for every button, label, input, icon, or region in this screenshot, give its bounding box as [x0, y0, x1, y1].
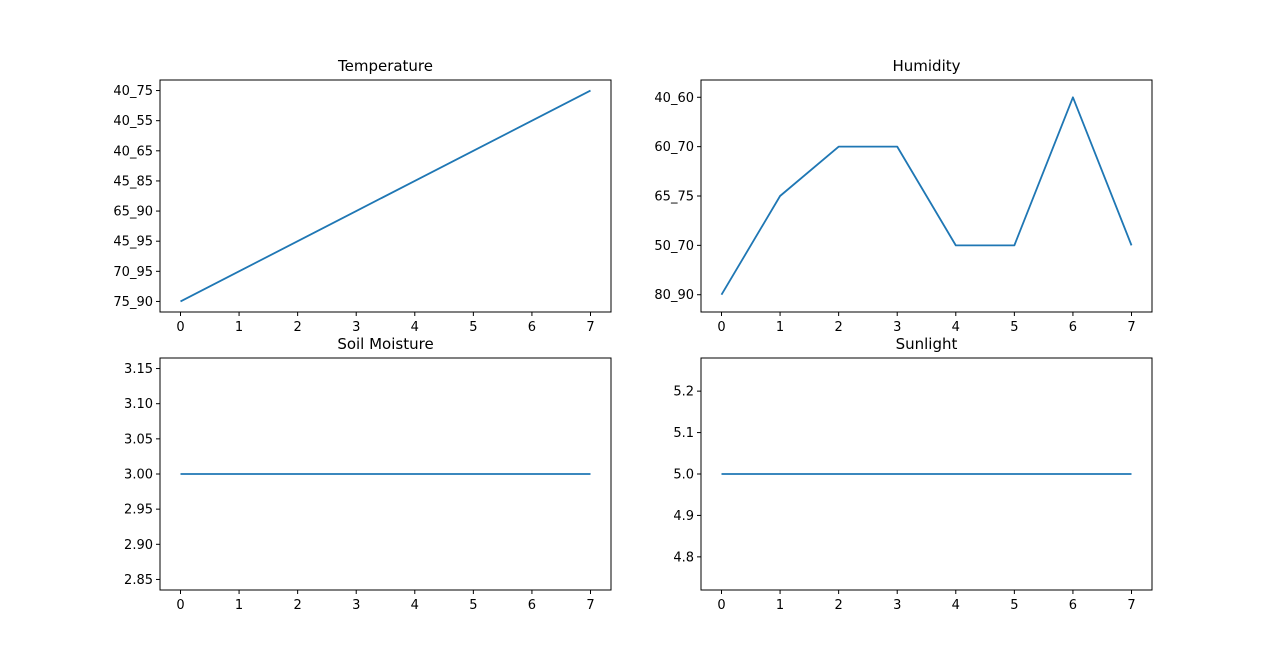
panel-title: Temperature — [337, 57, 433, 75]
y-tick-label: 4.9 — [673, 509, 694, 524]
x-tick-label: 6 — [528, 598, 536, 613]
y-tick-label: 45_95 — [113, 235, 153, 250]
y-tick-label: 2.85 — [124, 573, 153, 588]
y-tick-label: 5.0 — [673, 468, 694, 483]
panel-title: Sunlight — [896, 335, 958, 353]
x-tick-label: 5 — [469, 320, 477, 335]
x-tick-label: 2 — [835, 320, 843, 335]
x-tick-label: 0 — [717, 598, 725, 613]
x-tick-label: 1 — [235, 320, 243, 335]
x-tick-label: 7 — [1127, 320, 1135, 335]
subplot-soil-moisture: Soil Moisture 0 1 2 3 4 5 6 7 2.85 2.90 2.95 3.00 3.0… — [124, 335, 612, 613]
y-tick-label: 2.95 — [124, 503, 153, 518]
y-tick-label: 45_85 — [113, 174, 153, 189]
y-tick-label: 70_95 — [113, 265, 153, 280]
x-tick-label: 5 — [469, 598, 477, 613]
y-tick-label: 50_70 — [654, 239, 694, 254]
x-tick-label: 3 — [893, 598, 901, 613]
y-tick-label: 3.10 — [124, 397, 153, 412]
x-tick-label: 1 — [235, 598, 243, 613]
subplot-temperature: Temperature 0 1 2 3 4 5 6 7 75_90 70_95 45_95 65_90 4… — [113, 57, 612, 335]
subplot-sunlight: Sunlight 0 1 2 3 4 5 6 7 4.8 4.9 5.0 5.1 5.2 — [673, 335, 1153, 613]
y-tick-label: 3.00 — [124, 468, 153, 483]
y-tick-label: 40_55 — [113, 114, 153, 129]
x-tick-label: 3 — [893, 320, 901, 335]
y-tick-label: 60_70 — [654, 140, 694, 155]
y-tick-label: 65_90 — [113, 205, 153, 220]
y-tick-label: 4.8 — [673, 550, 694, 565]
y-tick-label: 5.2 — [673, 385, 694, 400]
y-tick-label: 40_65 — [113, 144, 153, 159]
x-tick-label: 5 — [1010, 320, 1018, 335]
series-line — [720, 96, 1133, 296]
y-tick-label: 40_60 — [654, 91, 694, 106]
axes-frame — [159, 79, 612, 313]
x-tick-label: 1 — [776, 320, 784, 335]
x-tick-label: 1 — [776, 598, 784, 613]
panel-title: Soil Moisture — [337, 335, 433, 353]
panel-title: Humidity — [892, 57, 960, 75]
x-tick-label: 4 — [952, 320, 960, 335]
x-tick-label: 6 — [528, 320, 536, 335]
x-tick-label: 2 — [835, 598, 843, 613]
subplot-grid: Temperature 0 1 2 3 4 5 6 7 75_90 70_95 45_95 65_90 4… — [113, 57, 1153, 613]
y-tick-label: 40_75 — [113, 84, 153, 99]
x-tick-label: 7 — [586, 598, 594, 613]
subplot-humidity: Humidity 0 1 2 3 4 5 6 7 80_90 50_70 65_75 60_70 40_6… — [654, 57, 1153, 335]
y-tick-label: 5.1 — [673, 426, 694, 441]
series-line — [180, 89, 591, 303]
y-tick-label: 2.90 — [124, 538, 153, 553]
x-tick-label: 4 — [411, 320, 419, 335]
x-tick-label: 6 — [1069, 598, 1077, 613]
x-tick-label: 7 — [586, 320, 594, 335]
x-tick-label: 2 — [294, 598, 302, 613]
x-tick-label: 4 — [411, 598, 419, 613]
x-tick-label: 3 — [352, 598, 360, 613]
y-tick-label: 3.15 — [124, 362, 153, 377]
x-tick-label: 0 — [176, 598, 184, 613]
y-tick-label: 75_90 — [113, 295, 153, 310]
x-tick-label: 5 — [1010, 598, 1018, 613]
y-tick-label: 3.05 — [124, 432, 153, 447]
x-tick-label: 7 — [1127, 598, 1135, 613]
x-tick-label: 6 — [1069, 320, 1077, 335]
x-tick-label: 3 — [352, 320, 360, 335]
x-tick-label: 0 — [176, 320, 184, 335]
x-tick-label: 2 — [294, 320, 302, 335]
y-tick-label: 80_90 — [654, 288, 694, 303]
x-tick-label: 0 — [717, 320, 725, 335]
y-tick-label: 65_75 — [654, 190, 694, 205]
x-tick-label: 4 — [952, 598, 960, 613]
